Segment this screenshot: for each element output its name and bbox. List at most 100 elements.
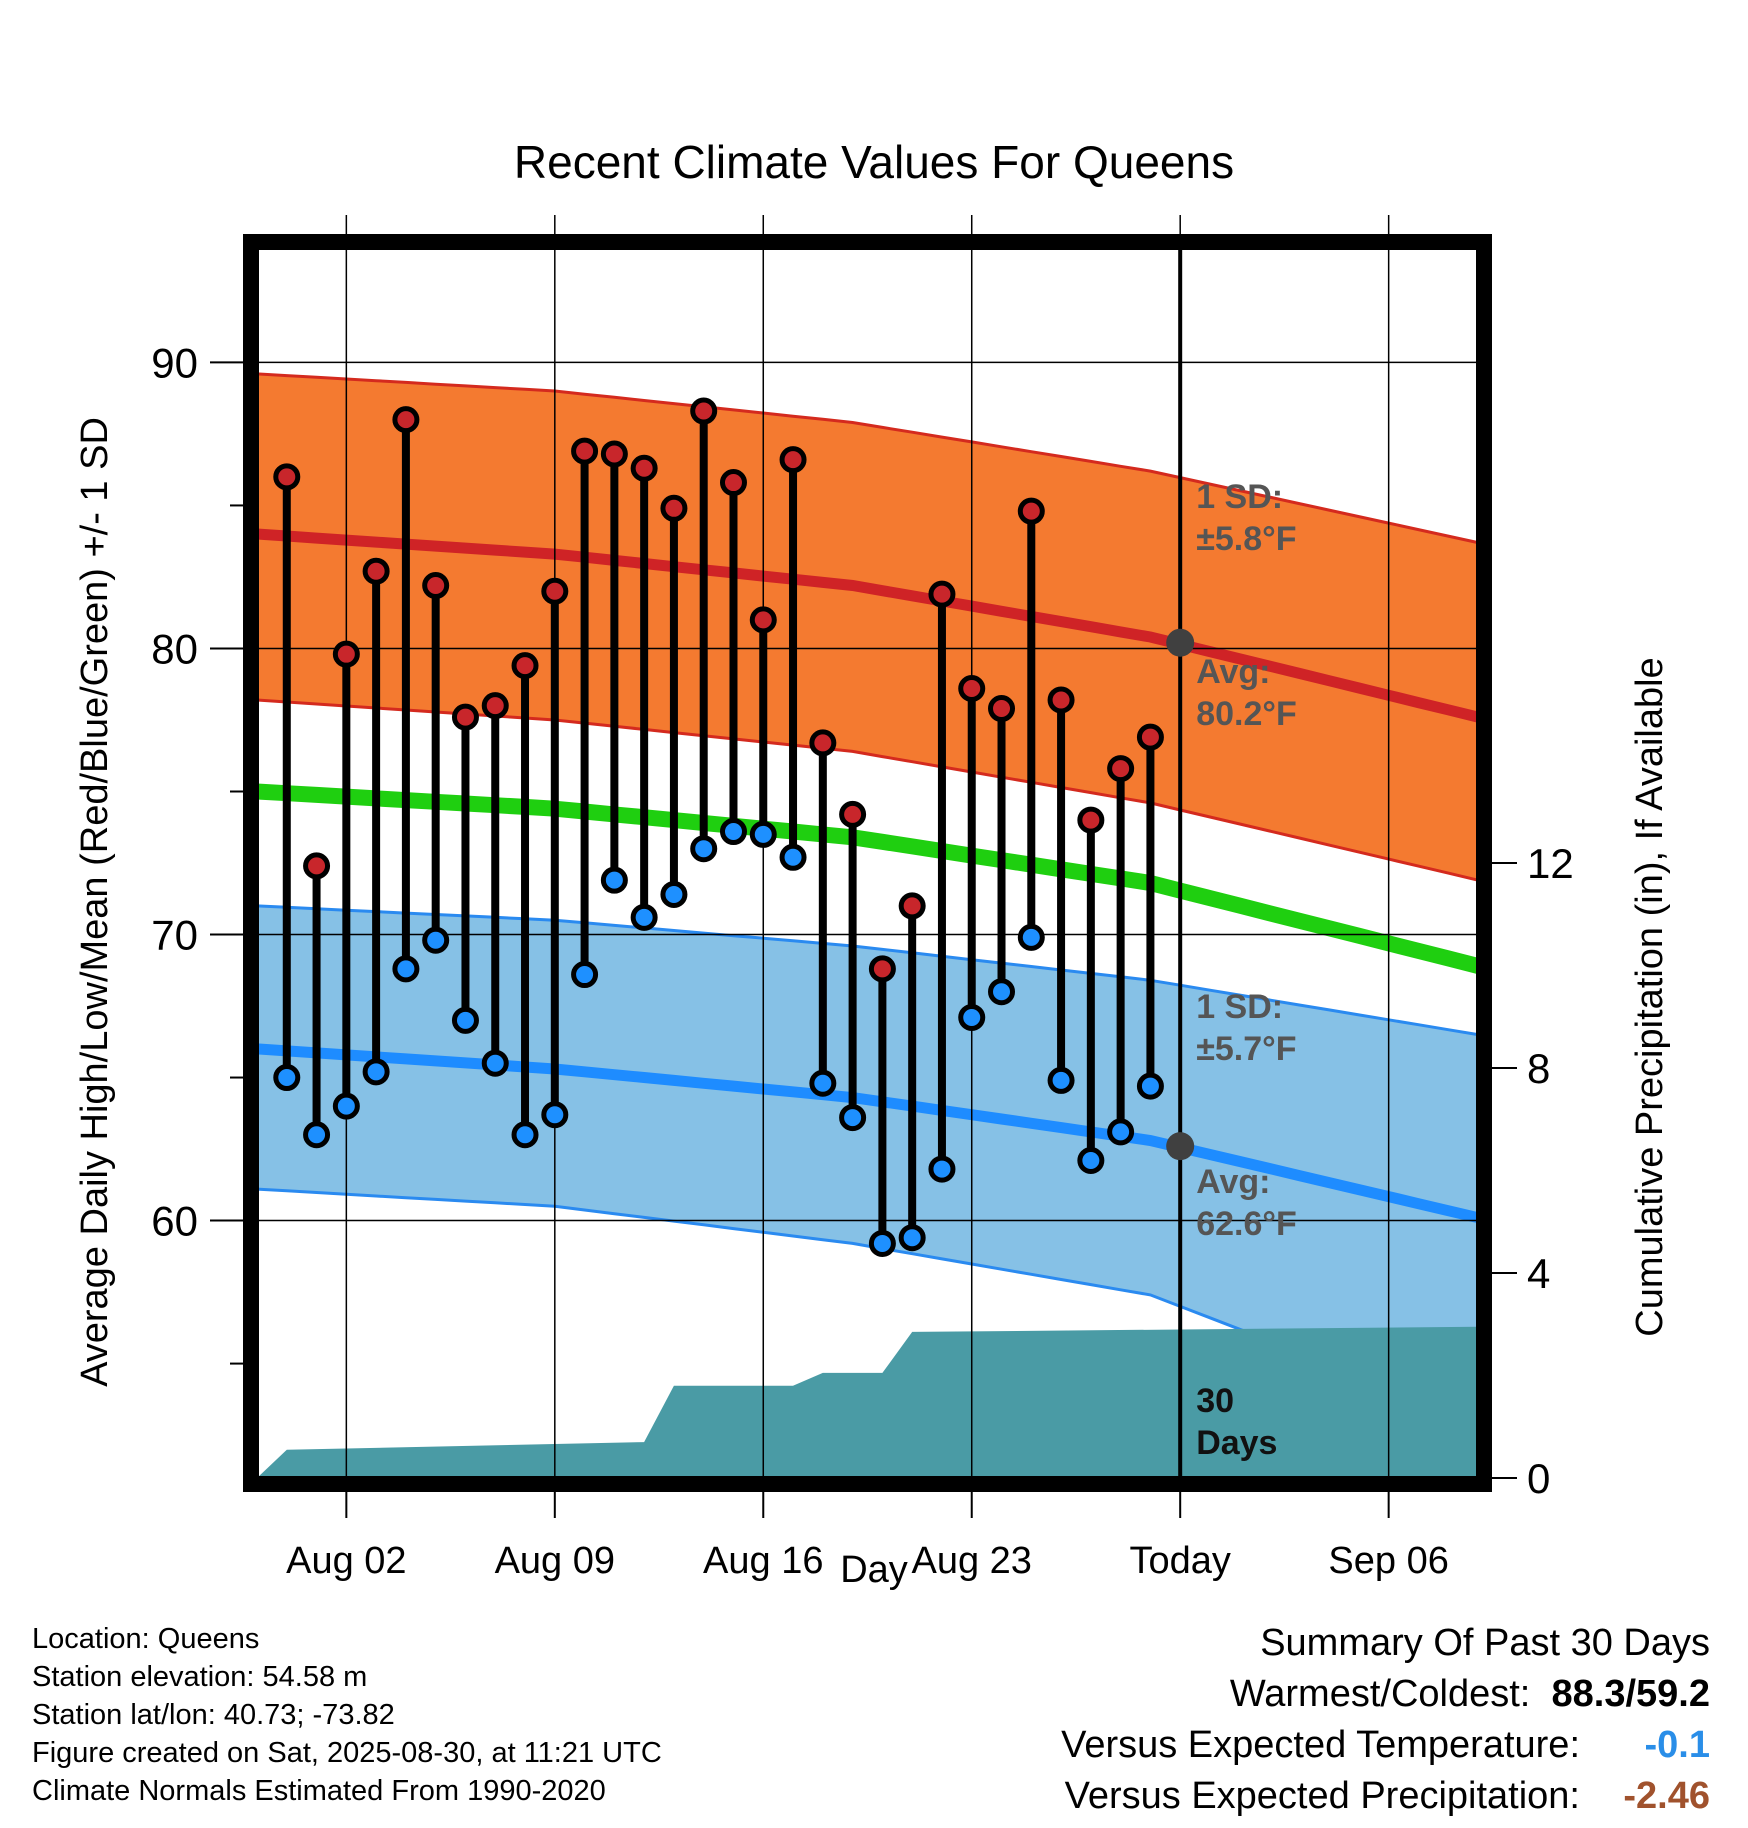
high-avg-annotation: 80.2°F [1196,695,1297,733]
high-point [451,703,479,731]
y-tick-label: 60 [151,1198,198,1245]
high-point [839,800,867,828]
high-point [392,406,420,434]
low-point [630,903,658,931]
high-point [600,440,628,468]
slash-separator: / [1625,1673,1637,1715]
high-point [273,463,301,491]
warmest-coldest-row: Warmest/Coldest: 88.3/59.2 [950,1669,1710,1720]
mean-line [256,783,1480,974]
high-point [1047,686,1075,714]
low-sd-upper-edge [256,904,1479,1037]
x-axis-label: Day [840,1549,908,1591]
high-point [928,580,956,608]
precip-anomaly-row: Versus Expected Precipitation: -2.46 [950,1771,1710,1822]
low-point [1047,1066,1075,1094]
high-sd-annotation: ±5.8°F [1196,520,1296,558]
y2-tick-label: 8 [1527,1045,1550,1092]
precip-anomaly-value: -2.46 [1623,1775,1710,1817]
today-high-avg-marker [1166,628,1195,657]
elevation-text: Station elevation: 54.58 m [32,1661,368,1693]
high-point [571,437,599,465]
low-point [332,1092,360,1120]
temp-anomaly-value: -0.1 [1644,1724,1710,1766]
warmest-coldest-label: Warmest/Coldest: [1229,1673,1531,1715]
low-point [988,978,1016,1006]
low-point [273,1064,301,1092]
high-point [303,852,331,880]
x-tick-label: Aug 09 [495,1540,615,1582]
high-point [1017,497,1045,525]
high-point [690,397,718,425]
low-point [1107,1118,1135,1146]
high-point [362,557,390,585]
y2-tick-label: 0 [1527,1455,1550,1502]
low-point [809,1069,837,1097]
low-point [779,843,807,871]
high-point [541,577,569,605]
x-tick-label: Aug 16 [703,1540,823,1582]
low-point [362,1058,390,1086]
high-point [809,729,837,757]
x-tick-label: Aug 02 [286,1540,406,1582]
station-info: Location: Queens Station elevation: 54.5… [32,1620,662,1810]
plot-frame [243,234,1492,1492]
precip-total-annotation: 30 [1196,1382,1234,1420]
low-point [422,926,450,954]
low-point [749,820,777,848]
high-sd-upper-edge [256,372,1479,545]
x-tick-label: Sep 06 [1328,1540,1448,1582]
low-point [451,1006,479,1034]
normals-text: Climate Normals Estimated From 1990-2020 [32,1775,606,1807]
high-point [749,606,777,634]
today-low-avg-marker [1166,1132,1195,1161]
high-point [511,652,539,680]
high-point [1077,806,1105,834]
low-point [868,1229,896,1257]
high-point [868,955,896,983]
y2-tick-label: 4 [1527,1250,1550,1297]
high-point [779,446,807,474]
warmest-value: 88.3 [1551,1673,1626,1715]
low-point [958,1003,986,1031]
high-point [719,469,747,497]
high-sd-annotation: 1 SD: [1196,478,1283,516]
high-point [422,572,450,600]
y2-tick-label: 12 [1527,840,1574,887]
precip-anomaly-label: Versus Expected Precipitation: [1064,1775,1580,1817]
y-tick-label: 90 [151,339,198,386]
coldest-value: 59.2 [1636,1673,1710,1715]
low-point [1017,923,1045,951]
low-sd-band [257,905,1478,1421]
low-point [511,1121,539,1149]
low-avg-annotation: Avg: [1196,1163,1270,1201]
low-point [600,866,628,894]
low-point [928,1155,956,1183]
high-point [1136,723,1164,751]
y-tick-label: 80 [151,625,198,672]
low-sd-annotation: 1 SD: [1196,988,1283,1026]
high-point [898,892,926,920]
x-tick-label: Today [1129,1540,1230,1582]
high-point [660,494,688,522]
low-point [541,1101,569,1129]
climate-chart: Recent Climate Values For Queens 1 SD: ±5… [74,136,1671,1591]
low-point [719,818,747,846]
low-point [898,1224,926,1252]
y2-axis-label: Cumulative Precipitation (in), If Availa… [1629,657,1671,1336]
plot-overlay: 1 SD: ±5.8°F Avg: 80.2°F 1 SD: ±5.7°F Avg: 62.6… [151,234,1574,1582]
low-point [481,1049,509,1077]
low-point [1077,1146,1105,1174]
created-text: Figure created on Sat, 2025-08-30, at 11… [32,1737,662,1769]
low-point [660,880,688,908]
summary-heading: Summary Of Past 30 Days [1260,1622,1710,1664]
high-sd-band [257,373,1478,881]
low-point [839,1104,867,1132]
high-point [481,692,509,720]
low-sd-annotation: ±5.7°F [1196,1030,1296,1068]
low-point [571,961,599,989]
chart-title: Recent Climate Values For Queens [514,136,1234,188]
high-point [988,695,1016,723]
low-avg-annotation: 62.6°F [1196,1205,1297,1243]
low-point [1136,1072,1164,1100]
